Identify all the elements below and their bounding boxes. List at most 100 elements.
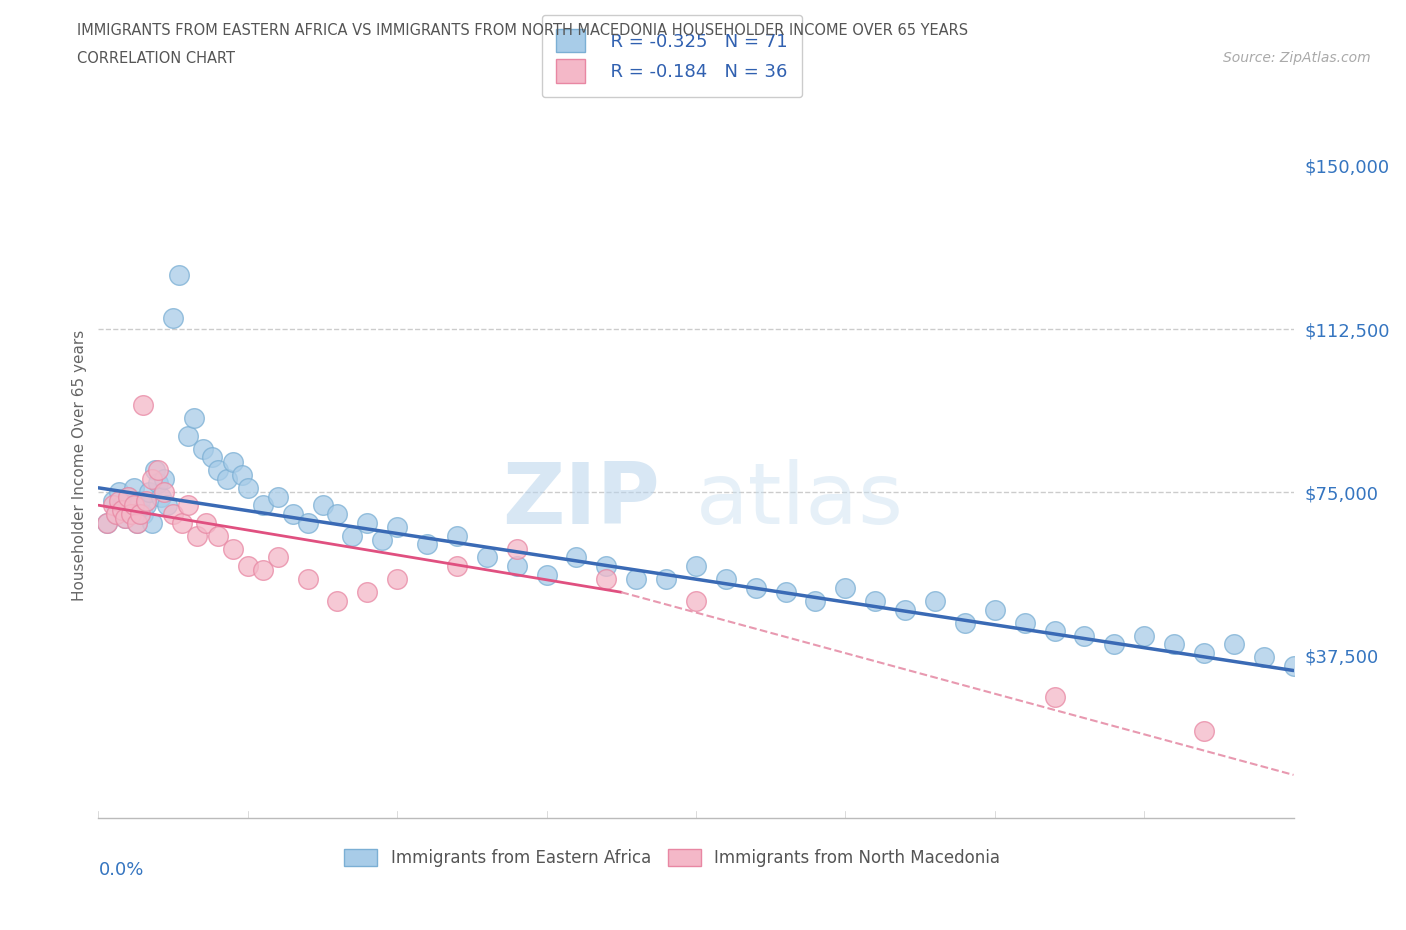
- Point: [1163, 637, 1185, 652]
- Text: atlas: atlas: [696, 458, 904, 542]
- Point: [416, 537, 439, 551]
- Point: [132, 398, 155, 413]
- Point: [162, 311, 184, 325]
- Point: [685, 559, 707, 574]
- Point: [215, 472, 238, 486]
- Point: [1133, 629, 1156, 644]
- Point: [138, 485, 160, 499]
- Point: [143, 463, 166, 478]
- Point: [1282, 658, 1305, 673]
- Point: [371, 533, 394, 548]
- Point: [356, 515, 378, 530]
- Point: [685, 593, 707, 608]
- Point: [103, 494, 125, 509]
- Point: [267, 489, 290, 504]
- Point: [446, 528, 468, 543]
- Point: [148, 476, 170, 491]
- Point: [127, 515, 149, 530]
- Text: IMMIGRANTS FROM EASTERN AFRICA VS IMMIGRANTS FROM NORTH MACEDONIA HOUSEHOLDER IN: IMMIGRANTS FROM EASTERN AFRICA VS IMMIGR…: [77, 23, 969, 38]
- Point: [506, 559, 529, 574]
- Point: [326, 507, 349, 522]
- Point: [1253, 650, 1275, 665]
- Point: [536, 567, 558, 582]
- Point: [252, 498, 274, 512]
- Point: [172, 515, 194, 530]
- Point: [117, 489, 139, 504]
- Point: [236, 559, 259, 574]
- Point: [177, 498, 200, 512]
- Point: [117, 489, 139, 504]
- Point: [156, 498, 179, 512]
- Point: [655, 572, 678, 587]
- Point: [195, 515, 218, 530]
- Y-axis label: Householder Income Over 65 years: Householder Income Over 65 years: [72, 329, 87, 601]
- Point: [1043, 689, 1066, 704]
- Point: [252, 563, 274, 578]
- Point: [984, 603, 1007, 618]
- Point: [1014, 616, 1036, 631]
- Point: [183, 411, 205, 426]
- Point: [135, 494, 157, 509]
- Text: Source: ZipAtlas.com: Source: ZipAtlas.com: [1223, 51, 1371, 65]
- Point: [804, 593, 827, 608]
- Point: [108, 494, 131, 509]
- Point: [506, 541, 529, 556]
- Point: [894, 603, 917, 618]
- Point: [385, 520, 409, 535]
- Point: [565, 550, 588, 565]
- Point: [124, 498, 146, 512]
- Point: [132, 507, 155, 522]
- Point: [297, 572, 319, 587]
- Point: [231, 468, 253, 483]
- Point: [595, 559, 617, 574]
- Point: [222, 454, 245, 469]
- Point: [167, 267, 190, 282]
- Point: [120, 502, 142, 517]
- Point: [191, 441, 214, 456]
- Point: [148, 463, 170, 478]
- Point: [356, 585, 378, 600]
- Point: [1223, 637, 1246, 652]
- Point: [834, 580, 856, 595]
- Point: [745, 580, 768, 595]
- Point: [96, 515, 118, 530]
- Point: [1043, 624, 1066, 639]
- Point: [111, 498, 134, 512]
- Point: [1192, 724, 1215, 738]
- Point: [153, 485, 176, 499]
- Point: [775, 585, 797, 600]
- Point: [446, 559, 468, 574]
- Point: [475, 550, 498, 565]
- Point: [1104, 637, 1126, 652]
- Point: [342, 528, 364, 543]
- Point: [105, 507, 128, 522]
- Point: [865, 593, 887, 608]
- Point: [127, 515, 149, 530]
- Point: [311, 498, 333, 512]
- Text: ZIP: ZIP: [502, 458, 661, 542]
- Point: [114, 511, 136, 525]
- Point: [135, 498, 157, 512]
- Text: 0.0%: 0.0%: [98, 861, 143, 879]
- Point: [207, 463, 229, 478]
- Point: [953, 616, 976, 631]
- Point: [207, 528, 229, 543]
- Point: [114, 511, 136, 525]
- Point: [924, 593, 946, 608]
- Text: CORRELATION CHART: CORRELATION CHART: [77, 51, 235, 66]
- Point: [103, 498, 125, 512]
- Point: [96, 515, 118, 530]
- Point: [129, 507, 152, 522]
- Point: [222, 541, 245, 556]
- Point: [111, 502, 134, 517]
- Point: [129, 494, 152, 509]
- Point: [595, 572, 617, 587]
- Point: [385, 572, 409, 587]
- Point: [297, 515, 319, 530]
- Point: [108, 485, 131, 499]
- Point: [267, 550, 290, 565]
- Point: [281, 507, 304, 522]
- Point: [326, 593, 349, 608]
- Point: [105, 507, 128, 522]
- Point: [124, 481, 146, 496]
